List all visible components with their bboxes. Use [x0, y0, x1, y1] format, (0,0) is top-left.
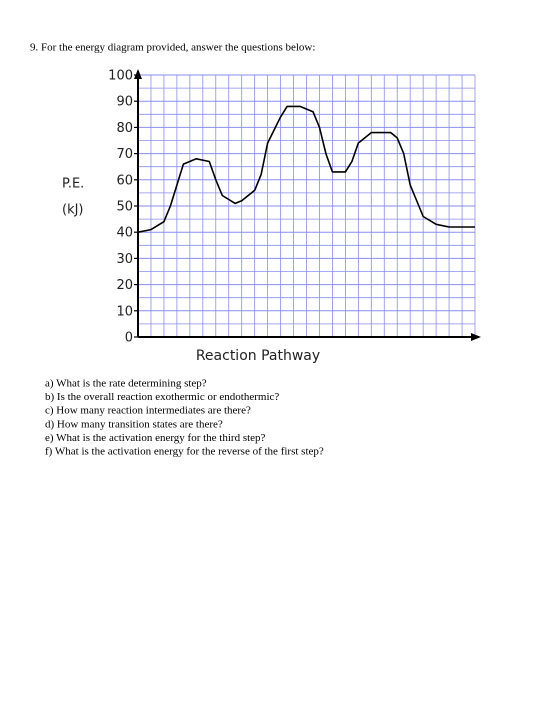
y-tick-label: 60: [116, 173, 133, 188]
y-tick-label: 0: [125, 331, 133, 346]
subquestion: a) What is the rate determining step?: [45, 378, 207, 390]
subquestion: d) How many transition states are there?: [45, 418, 223, 430]
y-tick-label: 100: [108, 69, 133, 84]
x-axis-arrow: [471, 333, 481, 341]
y-tick-label: 70: [116, 147, 133, 162]
subquestion: e) What is the activation energy for the…: [45, 432, 266, 444]
y-tick-label: 80: [116, 121, 133, 136]
y-tick-label: 40: [116, 226, 133, 241]
y-axis-label: P.E.: [62, 177, 84, 192]
y-tick-label: 90: [116, 95, 133, 110]
subquestion: c) How many reaction intermediates are t…: [45, 405, 251, 417]
subquestion: b) Is the overall reaction exothermic or…: [45, 391, 279, 403]
questions: a) What is the rate determining step?b) …: [45, 378, 324, 458]
y-tick-label: 20: [116, 278, 133, 293]
y-tick-label: 30: [116, 252, 133, 267]
y-tick-label: 50: [116, 200, 133, 215]
y-axis-arrow: [134, 69, 142, 79]
y-tick-label: 10: [116, 304, 133, 319]
plot: [137, 105, 475, 233]
subquestion: f) What is the activation energy for the…: [45, 446, 324, 458]
y-axis-label: (kJ): [62, 203, 84, 218]
energy-curve: [137, 105, 475, 233]
grid: 0 10 20 30 40 50 60 70 80 90 100: [108, 69, 481, 346]
question: 9. For the energy diagram provided, answ…: [30, 42, 315, 54]
x-axis-label: Reaction Pathway: [196, 348, 320, 364]
